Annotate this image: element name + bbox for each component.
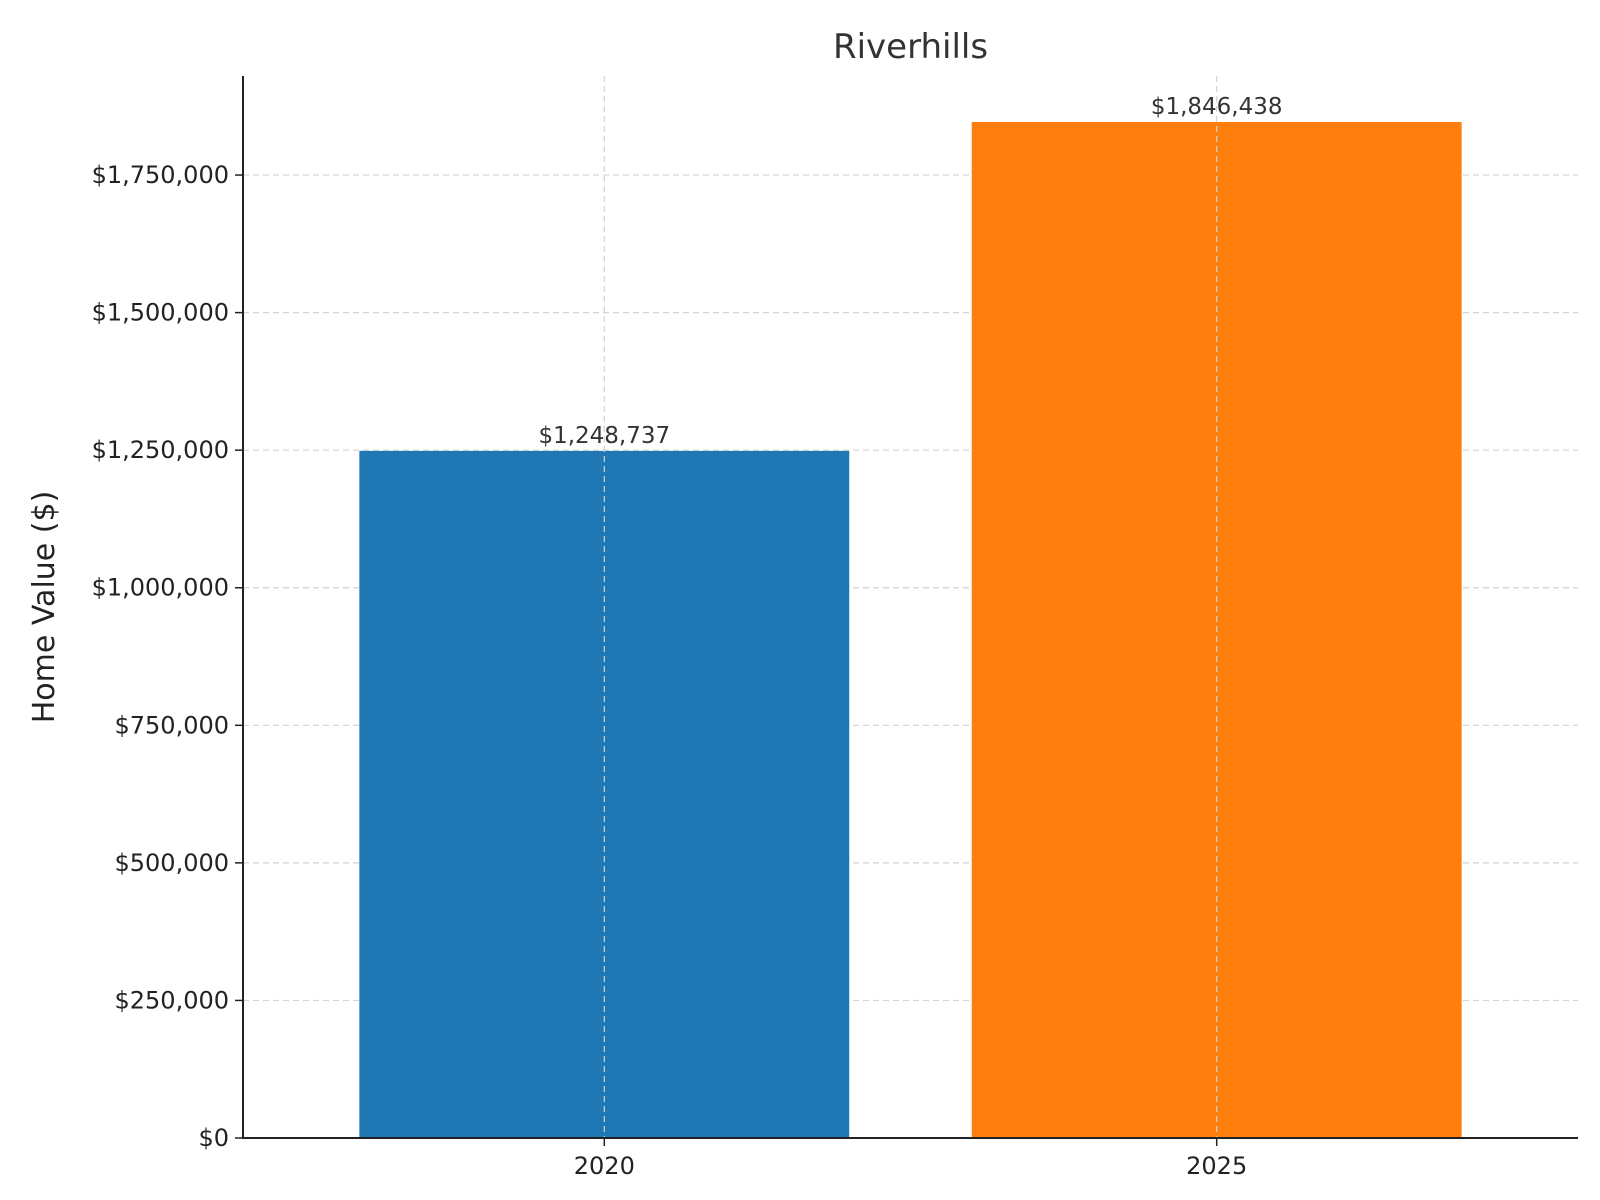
chart-title: Riverhills <box>833 27 988 67</box>
bars <box>359 121 1462 1138</box>
y-tick-label: $0 <box>198 1124 229 1152</box>
bar-value-labels: $1,248,737 $1,846,438 <box>538 94 1282 449</box>
y-tick-label: $250,000 <box>114 986 229 1014</box>
y-tick-label: $750,000 <box>114 711 229 739</box>
y-ticks: $0 $250,000 $500,000 $750,000 $1,000,000 $1,2… <box>92 161 243 1152</box>
vertical-grid-lines <box>603 76 1218 1138</box>
y-tick-label: $1,000,000 <box>92 574 229 602</box>
y-tick-label: $500,000 <box>114 849 229 877</box>
x-tick-label: 2020 <box>574 1152 635 1180</box>
bar-value-label: $1,248,737 <box>538 423 670 449</box>
y-tick-label: $1,250,000 <box>92 436 229 464</box>
x-ticks: 2020 2025 <box>574 1138 1247 1180</box>
bar-2020 <box>359 450 850 1138</box>
y-axis-title: Home Value ($) <box>27 491 62 724</box>
bar-value-label: $1,846,438 <box>1151 94 1283 120</box>
axes <box>242 76 1578 1139</box>
y-tick-label: $1,750,000 <box>92 161 229 189</box>
x-tick-label: 2025 <box>1186 1152 1247 1180</box>
y-tick-label: $1,500,000 <box>92 299 229 327</box>
